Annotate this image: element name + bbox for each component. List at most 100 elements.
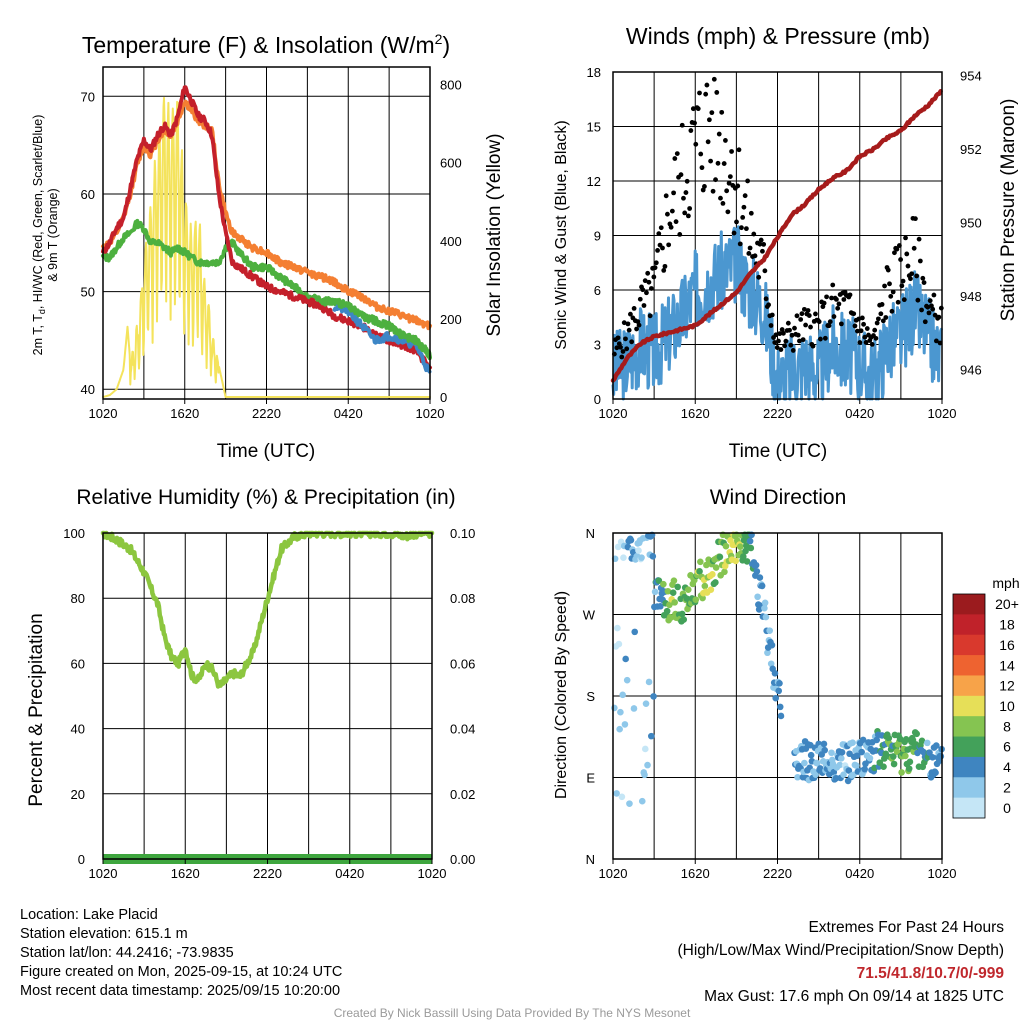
gust-point xyxy=(708,158,714,164)
direction-point xyxy=(902,752,909,760)
y2-tick-label: 0.08 xyxy=(450,591,475,606)
gust-point xyxy=(778,347,784,352)
direction-point xyxy=(776,703,784,711)
x-tick-label: 2220 xyxy=(763,866,792,881)
direction-point xyxy=(754,593,761,601)
direction-point xyxy=(758,582,766,590)
direction-point xyxy=(775,687,783,695)
colorbar-label: 8 xyxy=(1003,718,1011,734)
latlon-text: Station lat/lon: 44.2416; -73.9835 xyxy=(20,945,234,961)
gust-point xyxy=(830,282,836,288)
gust-point xyxy=(913,216,918,222)
direction-point xyxy=(645,678,653,686)
gust-point xyxy=(772,340,778,345)
direction-point xyxy=(861,765,868,773)
colorbar-swatch xyxy=(953,736,985,758)
gust-point xyxy=(620,349,626,354)
gust-point xyxy=(805,308,811,313)
gust-point xyxy=(790,348,796,353)
extremes-subtitle: (High/Low/Max Wind/Precipitation/Snow De… xyxy=(677,942,1005,959)
direction-point xyxy=(641,745,649,753)
gust-point xyxy=(789,332,795,338)
colorbar-label: 2 xyxy=(1003,779,1011,795)
gust-point xyxy=(653,260,659,266)
y2-axis-label: Station Pressure (Maroon) xyxy=(998,99,1019,322)
y2-tick-label: 954 xyxy=(960,69,982,84)
gust-point xyxy=(695,106,701,112)
gust-point xyxy=(801,306,807,312)
gust-point xyxy=(896,243,902,248)
gust-point xyxy=(669,208,675,214)
y2-tick-label: 0.00 xyxy=(450,852,475,867)
gust-point xyxy=(816,319,822,325)
gust-point xyxy=(782,343,788,349)
direction-point xyxy=(616,725,623,733)
direction-point xyxy=(664,587,672,595)
gust-point xyxy=(862,334,868,340)
y2-tick-label: 0.02 xyxy=(450,787,475,802)
x-tick-label: 1020 xyxy=(89,866,118,881)
gust-point xyxy=(788,342,794,348)
gust-point xyxy=(787,327,792,333)
direction-point xyxy=(622,655,629,663)
gust-point xyxy=(703,91,709,97)
gust-point xyxy=(656,231,662,237)
gust-point xyxy=(874,320,880,326)
direction-point xyxy=(853,762,860,769)
gust-point xyxy=(646,279,652,285)
gust-point xyxy=(899,283,905,289)
x-tick-label: 2220 xyxy=(252,406,281,421)
gust-point xyxy=(872,327,878,333)
gust-point xyxy=(916,236,922,242)
gust-point xyxy=(682,210,688,216)
x-tick-label: 1020 xyxy=(928,866,957,881)
y-tick-label: 40 xyxy=(81,382,95,397)
direction-point xyxy=(644,761,651,769)
y2-tick-label: 950 xyxy=(960,216,982,231)
gust-point xyxy=(623,336,628,342)
y-tick-label: 3 xyxy=(594,338,601,353)
gust-point xyxy=(919,307,924,313)
x-tick-label: 1020 xyxy=(418,866,447,881)
colorbar-swatch xyxy=(953,634,985,656)
direction-point xyxy=(739,553,747,560)
gust-point xyxy=(693,141,699,147)
direction-point xyxy=(828,749,835,757)
direction-point xyxy=(697,558,704,566)
x-tick-label: 1020 xyxy=(599,406,628,421)
direction-point xyxy=(873,736,881,744)
x-tick-label: 1620 xyxy=(171,866,200,881)
gust-point xyxy=(648,286,654,291)
colorbar-label: 18 xyxy=(999,617,1015,633)
direction-point xyxy=(840,771,847,779)
colorbar-swatch xyxy=(953,777,985,799)
gust-point xyxy=(621,320,627,326)
direction-point xyxy=(853,752,861,760)
direction-point xyxy=(905,765,913,772)
gust-point xyxy=(679,122,685,128)
direction-point xyxy=(762,613,770,621)
gust-point xyxy=(776,338,781,344)
gust-point xyxy=(692,120,697,126)
direction-point xyxy=(623,676,631,684)
direction-point xyxy=(794,773,801,781)
gust-point xyxy=(857,340,863,345)
y-tick-label: 15 xyxy=(587,120,601,135)
x-tick-label: 1620 xyxy=(681,406,710,421)
direction-point xyxy=(913,730,921,738)
direction-point xyxy=(746,537,754,545)
direction-point xyxy=(630,705,638,712)
colorbar-label: 14 xyxy=(999,657,1015,673)
direction-point xyxy=(893,748,901,755)
y2-axis-label: Solar Insolation (Yellow) xyxy=(484,133,505,336)
direction-point xyxy=(638,797,646,805)
gust-point xyxy=(716,131,722,137)
y2-tick-label: 952 xyxy=(960,142,982,157)
y-tick-label: 60 xyxy=(81,187,95,202)
y2-tick-label: 600 xyxy=(440,156,462,171)
gust-point xyxy=(835,305,841,311)
gust-point xyxy=(704,82,710,88)
gust-point xyxy=(614,345,620,351)
direction-point xyxy=(866,754,874,762)
colorbar-label: 10 xyxy=(999,698,1015,714)
